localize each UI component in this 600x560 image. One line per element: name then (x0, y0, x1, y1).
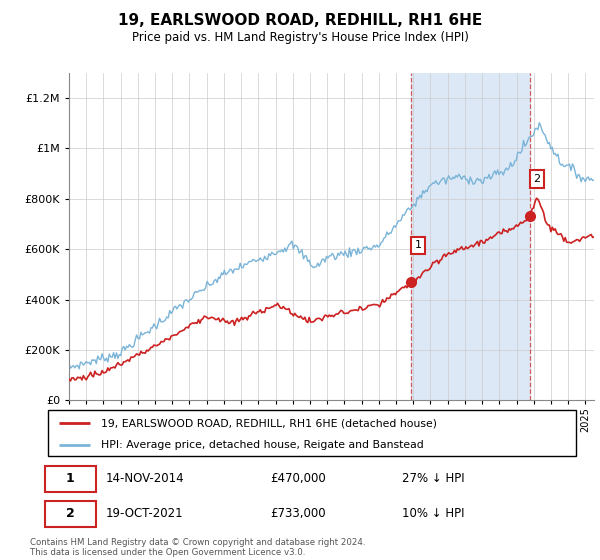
FancyBboxPatch shape (48, 410, 576, 456)
Text: 19, EARLSWOOD ROAD, REDHILL, RH1 6HE: 19, EARLSWOOD ROAD, REDHILL, RH1 6HE (118, 13, 482, 28)
Bar (411, 73, 530, 400)
Text: HPI: Average price, detached house, Reigate and Banstead: HPI: Average price, detached house, Reig… (101, 440, 424, 450)
Text: 2: 2 (533, 174, 541, 184)
Text: 19, EARLSWOOD ROAD, REDHILL, RH1 6HE (detached house): 19, EARLSWOOD ROAD, REDHILL, RH1 6HE (de… (101, 418, 437, 428)
Text: Price paid vs. HM Land Registry's House Price Index (HPI): Price paid vs. HM Land Registry's House … (131, 31, 469, 44)
Text: 1: 1 (66, 472, 74, 486)
Text: £733,000: £733,000 (270, 507, 325, 520)
Text: 1: 1 (415, 240, 421, 250)
FancyBboxPatch shape (46, 465, 95, 492)
Text: 2: 2 (66, 507, 74, 520)
Text: 19-OCT-2021: 19-OCT-2021 (106, 507, 184, 520)
Text: 14-NOV-2014: 14-NOV-2014 (106, 472, 185, 486)
Text: 10% ↓ HPI: 10% ↓ HPI (402, 507, 464, 520)
Text: Contains HM Land Registry data © Crown copyright and database right 2024.
This d: Contains HM Land Registry data © Crown c… (30, 538, 365, 557)
FancyBboxPatch shape (46, 501, 95, 527)
Text: £470,000: £470,000 (270, 472, 326, 486)
Text: 27% ↓ HPI: 27% ↓ HPI (402, 472, 464, 486)
